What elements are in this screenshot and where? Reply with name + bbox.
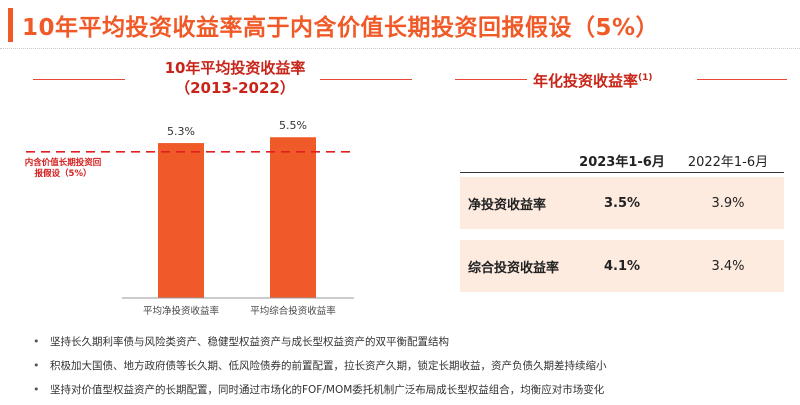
chart-title-rule-right [320,79,412,80]
bullet-dot-icon: • [33,359,40,372]
title-divider [0,48,800,49]
value-2023: 3.5% [603,195,641,211]
bar-chart: 5.3% 平均净投资收益率 5.5% 平均综合投资收益率 [26,119,354,317]
table-row-net-yield: 净投资收益率 3.5% 3.9% [460,177,784,229]
bar-1 [270,137,316,298]
table-header-row: 2023年1-6月 2022年1-6月 [460,148,784,172]
header-rule [460,172,784,173]
row-label: 综合投资收益率 [468,260,560,276]
value-2022: 3.4% [711,258,745,274]
yield-table: 2023年1-6月 2022年1-6月 净投资收益率 3.5% 3.9% 综合投… [460,148,784,292]
bullet-item: • 坚持对价值型权益资产的长期配置，同时通过市场化的FOF/MOM委托机制广泛布局… [28,378,798,402]
row-label: 净投资收益率 [468,197,547,213]
footnote-mark: (1) [638,73,653,83]
chart-title-rule-left [33,79,125,80]
value-2023: 4.1% [603,258,641,274]
bullet-dot-icon: • [33,335,40,348]
bullet-text: 积极加大国债、地方政府债等长久期、低风险债券的前置配置，拉长资产久期，锁定长期收… [50,360,607,372]
value-label-0: 5.3% [167,125,195,138]
value-2022: 3.9% [711,195,745,211]
category-label-1: 平均综合投资收益率 [250,305,336,317]
right-panel-title: 年化投资收益率(1) [533,70,653,91]
chart-title-line2: （2013-2022） [175,79,295,97]
bullet-list: • 坚持长久期利率债与风险类资产、稳健型权益资产与成长型权益资产的双平衡配置结构 … [28,330,798,402]
right-title-rule-left [455,79,527,80]
chart-title: 10年平均投资收益率 （2013-2022） [120,58,350,98]
right-panel-title-text: 年化投资收益率 [533,72,639,90]
bullet-dot-icon: • [33,383,40,396]
bullet-item: • 坚持长久期利率债与风险类资产、稳健型权益资产与成长型权益资产的双平衡配置结构 [28,330,798,354]
title-accent-bar [8,8,13,42]
chart-title-line1: 10年平均投资收益率 [164,59,306,77]
page-title: 10年平均投资收益率高于内含价值长期投资回报假设（5%） [22,15,660,41]
bullet-text: 坚持长久期利率债与风险类资产、稳健型权益资产与成长型权益资产的双平衡配置结构 [50,336,449,348]
category-label-0: 平均净投资收益率 [143,305,220,317]
bullet-item: • 积极加大国债、地方政府债等长久期、低风险债券的前置配置，拉长资产久期，锁定长期… [28,354,798,378]
right-title-rule-right [697,79,787,80]
bar-0 [158,143,204,298]
header-2023: 2023年1-6月 [579,154,665,170]
table-row-total-yield: 综合投资收益率 4.1% 3.4% [460,240,784,292]
reference-line-label: 内含价值长期投资回报假设（5%） [24,158,102,179]
header-2022: 2022年1-6月 [687,154,769,170]
bullet-text: 坚持对价值型权益资产的长期配置，同时通过市场化的FOF/MOM委托机制广泛布局成… [50,384,605,396]
value-label-1: 5.5% [279,119,307,132]
